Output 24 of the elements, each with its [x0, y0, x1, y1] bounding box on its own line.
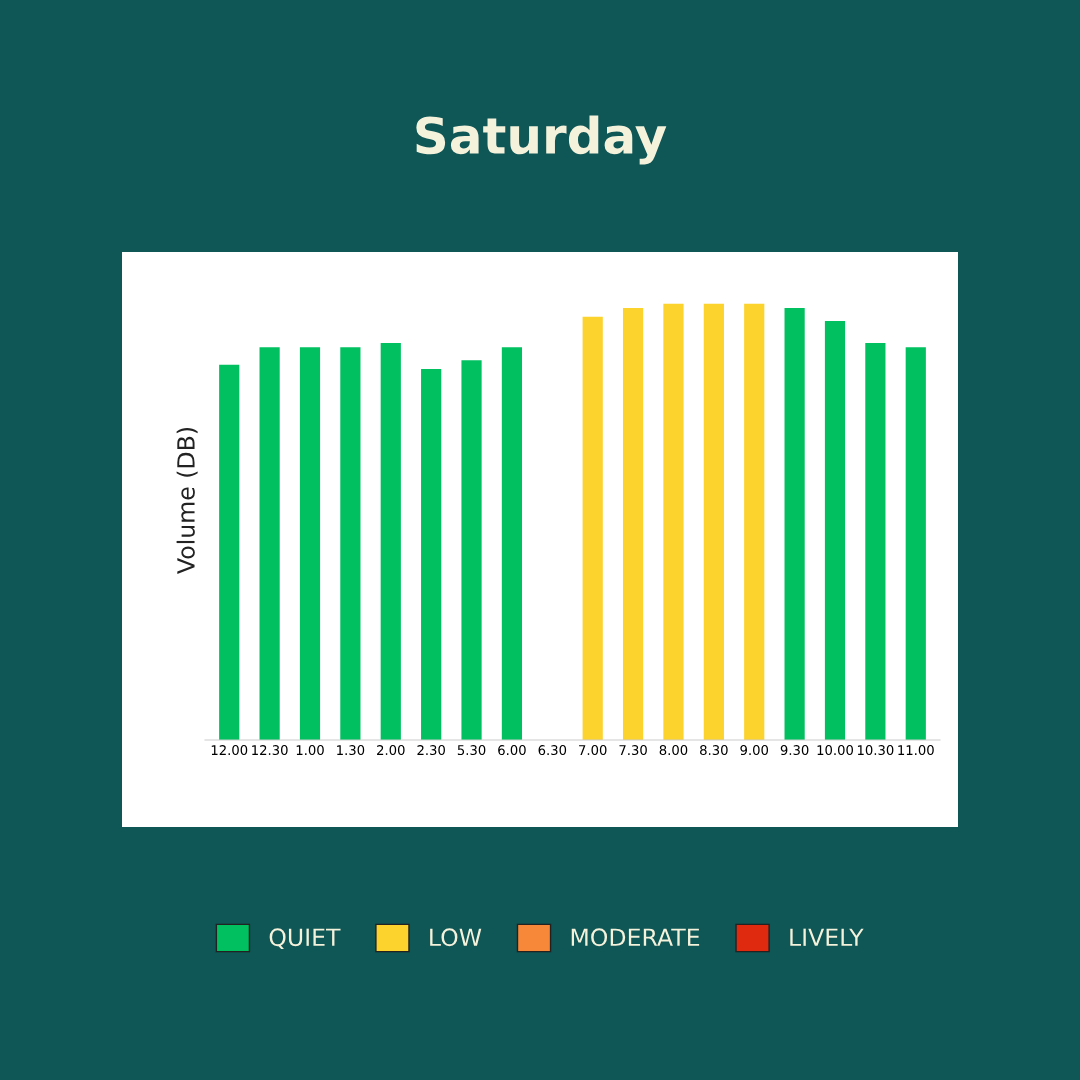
- x-tick-label: 6.30: [538, 745, 567, 756]
- x-tick-label: 1.30: [337, 745, 365, 756]
- x-tick-label: 7.00: [579, 745, 607, 756]
- y-axis-title: Volume (DB): [176, 427, 198, 574]
- legend-label: MODERATE: [571, 928, 700, 947]
- x-tick-label: 5.30: [457, 745, 486, 756]
- x-tick-label: 12.00: [211, 745, 248, 756]
- x-tick-label: 2.00: [377, 745, 405, 756]
- x-tick-label: 2.30: [417, 745, 445, 756]
- x-tick-label: 8.00: [659, 745, 688, 756]
- x-tick-label: 7.30: [619, 745, 647, 756]
- x-tick-label: 10.00: [817, 745, 854, 756]
- x-tick-label: 10.30: [857, 745, 894, 756]
- x-tick-label: 1.00: [296, 745, 324, 756]
- legend-label: LIVELY: [790, 928, 864, 946]
- chart-title: Saturday: [416, 115, 667, 165]
- x-tick-label: 9.00: [740, 745, 769, 756]
- x-tick-label: 6.00: [498, 745, 526, 756]
- x-tick-label: 9.30: [780, 745, 809, 756]
- legend-label: QUIET: [269, 928, 341, 949]
- legend-label: LOW: [430, 928, 482, 947]
- x-tick-label: 8.30: [700, 745, 728, 756]
- x-tick-label: 11.00: [898, 745, 934, 756]
- x-tick-label: 12.30: [252, 745, 288, 756]
